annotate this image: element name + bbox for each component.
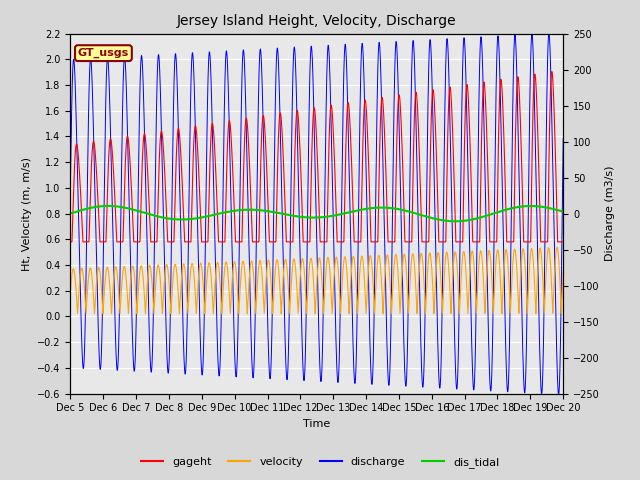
- velocity: [92, 300, 99, 306]
- Line: discharge: discharge: [70, 34, 563, 394]
- Line: dis_tidal: dis_tidal: [70, 206, 563, 221]
- gageht: [548, 69, 556, 74]
- Y-axis label: Discharge (m3/s): Discharge (m3/s): [605, 166, 615, 261]
- gageht: [67, 239, 74, 245]
- velocity: [209, 311, 217, 317]
- velocity: [432, 273, 440, 279]
- discharge: [92, 198, 99, 204]
- dis_tidal: [432, 216, 440, 222]
- Legend: gageht, velocity, discharge, dis_tidal: gageht, velocity, discharge, dis_tidal: [136, 452, 504, 472]
- dis_tidal: [245, 207, 253, 213]
- Line: velocity: velocity: [70, 247, 563, 314]
- discharge: [458, 94, 466, 99]
- dis_tidal: [458, 218, 466, 224]
- discharge: [538, 391, 545, 396]
- velocity: [245, 281, 253, 287]
- dis_tidal: [380, 204, 387, 210]
- velocity: [458, 259, 466, 265]
- gageht: [559, 239, 567, 245]
- dis_tidal: [67, 211, 74, 216]
- discharge: [545, 31, 552, 36]
- discharge: [432, 248, 440, 254]
- discharge: [380, 186, 387, 192]
- discharge: [358, 41, 366, 47]
- gageht: [358, 180, 366, 186]
- discharge: [559, 136, 567, 142]
- Line: gageht: gageht: [70, 72, 563, 242]
- gageht: [458, 239, 466, 245]
- gageht: [92, 150, 99, 156]
- velocity: [67, 289, 74, 295]
- discharge: [67, 183, 74, 189]
- velocity: [559, 268, 567, 274]
- discharge: [245, 237, 253, 243]
- X-axis label: Time: Time: [303, 419, 330, 429]
- gageht: [245, 146, 253, 152]
- Y-axis label: Ht, Velocity (m, m/s): Ht, Velocity (m, m/s): [22, 156, 31, 271]
- velocity: [358, 253, 366, 259]
- dis_tidal: [559, 209, 567, 215]
- dis_tidal: [452, 218, 460, 224]
- gageht: [432, 133, 440, 139]
- Text: GT_usgs: GT_usgs: [78, 48, 129, 58]
- Title: Jersey Island Height, Velocity, Discharge: Jersey Island Height, Velocity, Discharg…: [177, 14, 456, 28]
- velocity: [553, 244, 561, 250]
- gageht: [380, 108, 387, 114]
- dis_tidal: [104, 203, 112, 209]
- dis_tidal: [358, 207, 366, 213]
- velocity: [380, 300, 387, 306]
- dis_tidal: [92, 204, 99, 210]
